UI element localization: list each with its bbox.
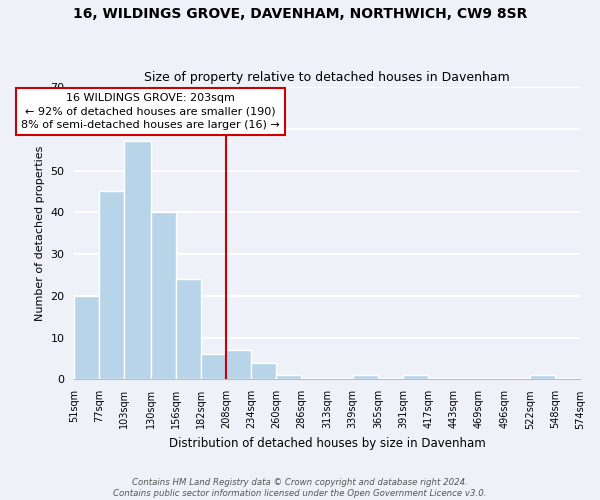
Text: 16 WILDINGS GROVE: 203sqm
← 92% of detached houses are smaller (190)
8% of semi-: 16 WILDINGS GROVE: 203sqm ← 92% of detac… xyxy=(21,94,280,130)
Y-axis label: Number of detached properties: Number of detached properties xyxy=(35,146,45,321)
X-axis label: Distribution of detached houses by size in Davenham: Distribution of detached houses by size … xyxy=(169,437,485,450)
Title: Size of property relative to detached houses in Davenham: Size of property relative to detached ho… xyxy=(144,72,510,85)
Bar xyxy=(403,376,428,380)
Bar xyxy=(201,354,226,380)
Bar xyxy=(176,279,201,380)
Bar xyxy=(251,362,276,380)
Bar xyxy=(353,376,378,380)
Bar xyxy=(226,350,251,380)
Bar xyxy=(74,296,99,380)
Text: Contains HM Land Registry data © Crown copyright and database right 2024.
Contai: Contains HM Land Registry data © Crown c… xyxy=(113,478,487,498)
Bar xyxy=(151,212,176,380)
Text: 16, WILDINGS GROVE, DAVENHAM, NORTHWICH, CW9 8SR: 16, WILDINGS GROVE, DAVENHAM, NORTHWICH,… xyxy=(73,8,527,22)
Bar xyxy=(124,142,151,380)
Bar xyxy=(276,376,301,380)
Bar xyxy=(530,376,555,380)
Bar xyxy=(99,192,124,380)
Bar xyxy=(580,376,600,380)
